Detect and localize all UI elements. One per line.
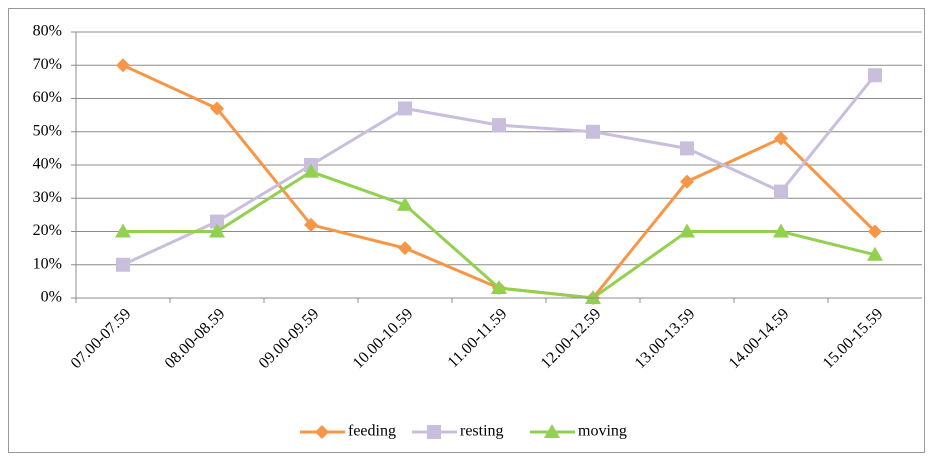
y-tick-label: 70% xyxy=(33,56,62,73)
data-point xyxy=(773,223,789,238)
y-tick-label: 0% xyxy=(41,289,62,306)
legend-label: moving xyxy=(578,423,627,440)
data-point xyxy=(115,223,131,238)
data-point xyxy=(210,101,224,116)
data-point xyxy=(586,124,600,139)
legend-marker xyxy=(544,424,560,438)
data-point xyxy=(116,257,130,272)
data-point xyxy=(868,224,882,239)
y-tick-label: 10% xyxy=(33,255,62,272)
data-point xyxy=(585,290,601,304)
data-point xyxy=(116,58,130,73)
legend-marker xyxy=(427,425,441,439)
data-point xyxy=(304,217,318,232)
y-tick-label: 50% xyxy=(33,122,62,139)
y-tick-label: 40% xyxy=(33,156,62,173)
legend-label: resting xyxy=(460,423,504,440)
y-tick-label: 60% xyxy=(33,89,62,106)
data-point xyxy=(774,184,788,199)
y-tick-label: 20% xyxy=(33,222,62,239)
data-point xyxy=(303,163,319,178)
data-point xyxy=(398,101,412,116)
y-tick-label: 30% xyxy=(33,189,62,206)
data-point xyxy=(492,118,506,133)
data-point xyxy=(397,196,413,211)
data-point xyxy=(680,141,694,156)
data-point xyxy=(209,223,225,238)
data-point xyxy=(867,246,883,261)
y-tick-label: 80% xyxy=(33,23,62,40)
data-point xyxy=(868,68,882,83)
data-point xyxy=(774,131,788,146)
legend-label: feeding xyxy=(348,423,396,440)
data-point xyxy=(398,241,412,256)
legend-marker xyxy=(315,425,329,439)
data-point xyxy=(679,223,695,238)
data-point xyxy=(491,280,507,295)
data-point xyxy=(210,214,224,229)
data-point xyxy=(680,174,694,189)
